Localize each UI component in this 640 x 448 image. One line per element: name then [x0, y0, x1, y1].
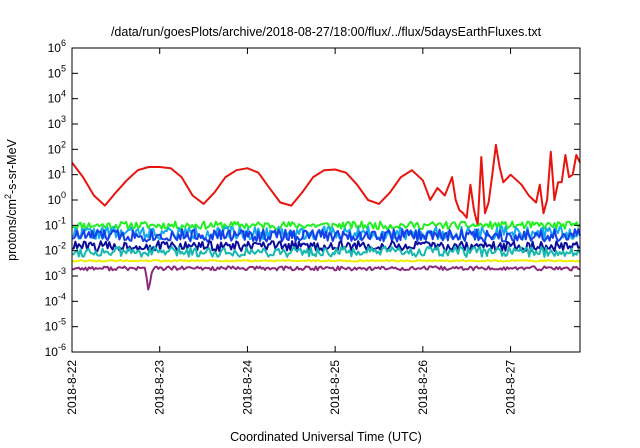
y-tick-label-exp: 2 — [61, 139, 66, 149]
y-tick-label: 105 — [48, 63, 66, 80]
series-line — [71, 143, 581, 227]
y-tick-label: 10-5 — [45, 317, 66, 334]
y-tick-label-exp: -1 — [58, 215, 66, 225]
series-line — [72, 259, 581, 263]
y-tick-label-base: 10 — [48, 92, 62, 106]
y-tick-label-base: 10 — [48, 193, 62, 207]
y-tick-label-exp: -4 — [58, 291, 66, 301]
x-tick-label: 2018-8-22 — [65, 360, 79, 415]
y-tick-label-exp: 6 — [61, 38, 66, 48]
y-tick-label-exp: -6 — [58, 342, 66, 352]
x-tick-label: 2018-8-27 — [504, 360, 518, 415]
y-tick-label-base: 10 — [48, 117, 62, 131]
y-tick-label-base: 10 — [45, 320, 59, 334]
series-line — [71, 245, 581, 258]
y-tick-label-exp: 3 — [61, 114, 66, 124]
x-tick-label: 2018-8-25 — [328, 360, 342, 415]
y-tick-label-exp: 1 — [61, 165, 66, 175]
y-tick-label: 104 — [48, 89, 66, 106]
y-tick-label: 101 — [48, 165, 66, 182]
y-tick-label-base: 10 — [45, 218, 59, 232]
y-tick-label-base: 10 — [48, 168, 62, 182]
x-tick-label: 2018-8-23 — [153, 360, 167, 415]
y-tick-label-base: 10 — [45, 294, 59, 308]
chart-title: /data/run/goesPlots/archive/2018-08-27/1… — [111, 25, 542, 39]
y-tick-label-base: 10 — [48, 41, 62, 55]
y-tick-label: 102 — [48, 139, 66, 156]
y-tick-label: 106 — [48, 38, 66, 55]
y-axis-label-sup: 2 — [3, 194, 13, 199]
y-tick-label: 10-4 — [45, 291, 66, 308]
series-line — [72, 265, 581, 291]
series-line — [71, 228, 581, 243]
y-tick-label: 10-6 — [45, 342, 66, 359]
y-axis-label-suffix: -s-sr-MeV — [5, 138, 19, 194]
y-tick-label-exp: 4 — [61, 89, 66, 99]
x-axis-label: Coordinated Universal Time (UTC) — [230, 430, 422, 444]
x-tick-label: 2018-8-24 — [240, 360, 254, 415]
y-tick-label-base: 10 — [45, 244, 59, 258]
series-layer — [71, 143, 581, 291]
y-axis-label-prefix: protons/cm — [5, 199, 19, 261]
y-tick-label: 100 — [48, 190, 66, 207]
y-tick-label-base: 10 — [45, 269, 59, 283]
x-tick-label: 2018-8-26 — [416, 360, 430, 415]
y-tick-label-base: 10 — [45, 345, 59, 359]
y-tick-label: 10-3 — [45, 266, 66, 283]
y-axis: 10-610-510-410-310-210-11001011021031041… — [45, 38, 580, 359]
plot-frame — [71, 47, 581, 353]
y-tick-label-base: 10 — [48, 142, 62, 156]
y-tick-label-exp: 0 — [61, 190, 66, 200]
x-axis: 2018-8-22 2018-8-23 2018-8-24 2018-8-25 2018… — [65, 48, 518, 415]
y-tick-label-exp: -5 — [58, 317, 66, 327]
y-tick-label-exp: 5 — [61, 63, 66, 73]
y-tick-label-base: 10 — [48, 66, 62, 80]
y-tick-label: 10-1 — [45, 215, 66, 232]
y-tick-label: 10-2 — [45, 241, 66, 258]
series-line — [71, 220, 581, 231]
y-tick-label-exp: -2 — [58, 241, 66, 251]
y-tick-label-exp: -3 — [58, 266, 66, 276]
y-tick-label: 103 — [48, 114, 66, 131]
y-axis-label: protons/cm2-s-sr-MeV — [3, 138, 19, 260]
